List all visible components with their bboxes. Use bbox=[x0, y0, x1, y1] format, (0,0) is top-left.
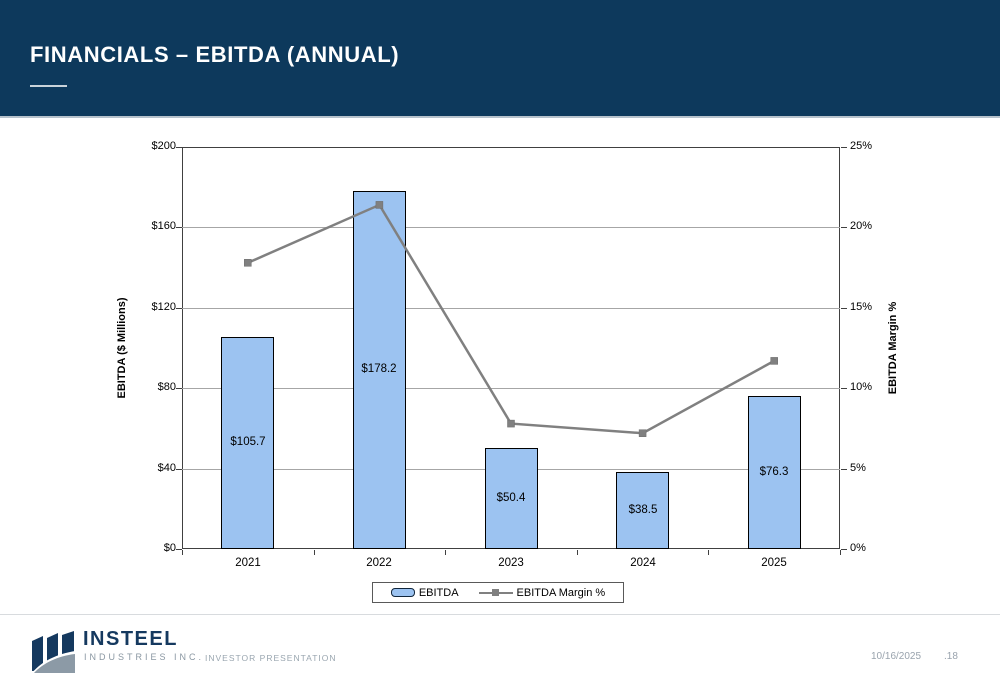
right-axis-tick-label: 20% bbox=[850, 220, 873, 232]
brand-subtitle: INDUSTRIES INC. bbox=[84, 652, 205, 662]
header: FINANCIALS – EBITDA (ANNUAL) bbox=[0, 0, 1000, 118]
margin-line-series bbox=[244, 201, 778, 437]
left-tick bbox=[176, 147, 182, 148]
gridline bbox=[182, 308, 840, 309]
bar-value-label: $105.7 bbox=[230, 436, 266, 448]
x-tick bbox=[577, 550, 578, 555]
line-swatch-icon bbox=[478, 589, 513, 597]
right-axis-tick-label: 15% bbox=[850, 301, 873, 313]
right-tick bbox=[841, 308, 847, 309]
x-axis-label: 2023 bbox=[498, 557, 524, 569]
x-tick bbox=[708, 550, 709, 555]
gridline bbox=[182, 227, 840, 228]
x-tick bbox=[182, 550, 183, 555]
right-tick bbox=[841, 469, 847, 470]
legend-label-margin: EBITDA Margin % bbox=[516, 586, 606, 599]
title-underline bbox=[30, 85, 67, 87]
x-axis-label: 2022 bbox=[366, 557, 392, 569]
left-axis-tick-label: $120 bbox=[151, 301, 176, 313]
right-tick bbox=[841, 388, 847, 389]
left-tick bbox=[176, 227, 182, 228]
footer-divider bbox=[0, 614, 1000, 615]
left-tick bbox=[176, 388, 182, 389]
bar-value-label: $76.3 bbox=[759, 466, 789, 478]
gridline bbox=[182, 388, 840, 389]
x-tick bbox=[840, 550, 841, 555]
left-axis-tick-label: $200 bbox=[151, 140, 176, 152]
x-tick bbox=[314, 550, 315, 555]
legend-item-ebitda: EBITDA bbox=[390, 586, 459, 599]
left-axis-tick-label: $160 bbox=[151, 220, 176, 232]
bar-value-label: $38.5 bbox=[628, 504, 658, 516]
left-axis-tick-label: $40 bbox=[157, 462, 176, 474]
footer-page-number: .18 bbox=[944, 651, 958, 662]
left-axis-tick-label: $0 bbox=[163, 542, 176, 554]
line-marker bbox=[244, 259, 252, 267]
right-tick bbox=[841, 147, 847, 148]
chart-legend: EBITDA EBITDA Margin % bbox=[372, 582, 624, 603]
legend-item-margin: EBITDA Margin % bbox=[478, 586, 606, 599]
bar-2025 bbox=[748, 396, 801, 549]
footer-date: 10/16/2025 bbox=[871, 651, 922, 662]
left-axis-tick-label: $80 bbox=[157, 381, 176, 393]
bar-value-label: $50.4 bbox=[496, 492, 526, 504]
bar-value-label: $178.2 bbox=[361, 363, 397, 375]
x-axis-label: 2025 bbox=[761, 557, 787, 569]
bar-2021 bbox=[221, 337, 274, 549]
line-marker bbox=[507, 419, 515, 428]
page-title: FINANCIALS – EBITDA (ANNUAL) bbox=[30, 42, 400, 67]
left-tick bbox=[176, 308, 182, 309]
x-axis-label: 2024 bbox=[630, 557, 656, 569]
bar-2022 bbox=[353, 191, 406, 549]
brand-name: INSTEEL bbox=[83, 628, 178, 650]
x-axis-label: 2021 bbox=[235, 557, 261, 569]
bar-2023 bbox=[485, 448, 538, 549]
insteel-logo-icon bbox=[32, 631, 75, 673]
line-marker bbox=[375, 201, 384, 209]
bar-2024 bbox=[616, 472, 669, 549]
line-marker bbox=[638, 429, 647, 437]
right-axis-tick-label: 25% bbox=[850, 140, 873, 152]
presentation-label: INVESTOR PRESENTATION bbox=[205, 653, 337, 663]
left-tick bbox=[176, 549, 182, 550]
right-tick bbox=[841, 549, 847, 550]
legend-label-ebitda: EBITDA bbox=[418, 586, 459, 599]
line-marker bbox=[770, 357, 778, 365]
right-axis-tick-label: 5% bbox=[850, 462, 866, 474]
bar-swatch-icon bbox=[390, 588, 415, 597]
x-tick bbox=[445, 550, 446, 555]
right-axis-tick-label: 0% bbox=[850, 542, 866, 554]
right-tick bbox=[841, 227, 847, 228]
right-axis-tick-label: 10% bbox=[850, 381, 873, 393]
left-tick bbox=[176, 469, 182, 470]
